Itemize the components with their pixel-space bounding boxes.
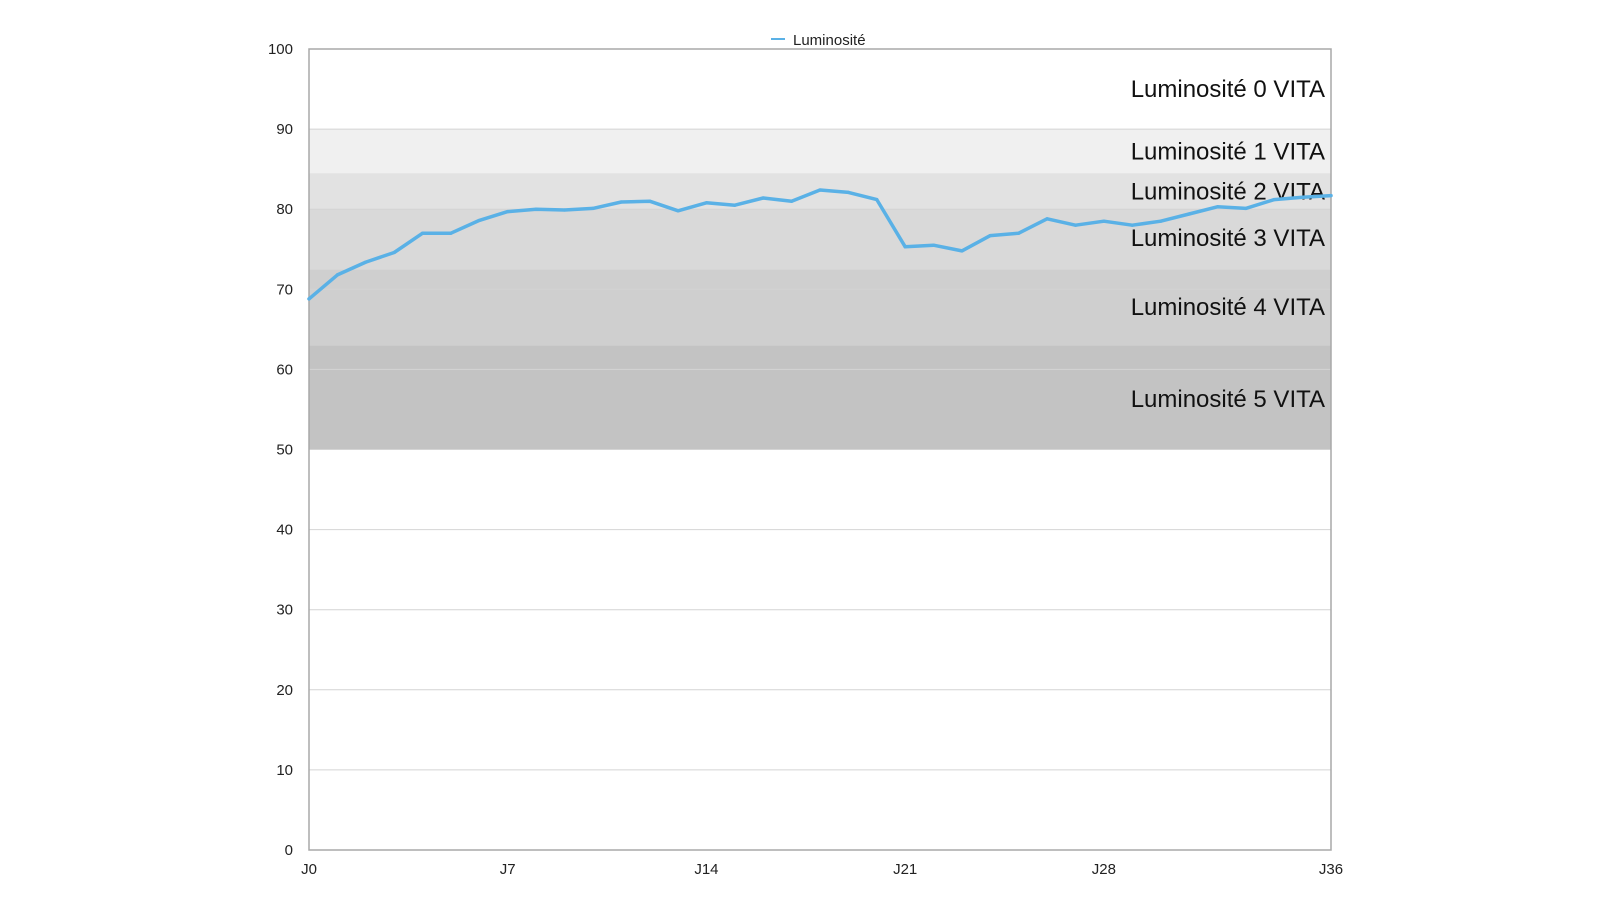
data-point — [648, 199, 652, 203]
data-point — [1045, 217, 1049, 221]
data-point — [534, 207, 538, 211]
band-label-0: Luminosité 0 VITA — [1131, 76, 1325, 103]
data-point — [931, 243, 936, 247]
data-point — [1102, 219, 1106, 223]
data-point — [1329, 193, 1333, 198]
x-tick-J28: J28 — [1092, 861, 1116, 878]
data-point — [761, 196, 765, 200]
band-label-5: Luminosité 5 VITA — [1131, 386, 1325, 413]
y-tick-50: 50 — [276, 442, 293, 459]
x-tick-J36: J36 — [1319, 861, 1343, 878]
x-tick-J7: J7 — [500, 861, 516, 878]
data-point — [1215, 205, 1220, 209]
y-axis-ticks: 0 10 20 30 40 50 60 70 80 90 100 — [268, 41, 293, 859]
data-point — [733, 203, 737, 207]
band-label-2: Luminosité 2 VITA — [1131, 179, 1325, 206]
y-tick-20: 20 — [276, 682, 293, 699]
data-point — [562, 208, 567, 212]
x-tick-J21: J21 — [893, 861, 917, 878]
data-point — [960, 249, 964, 253]
data-point — [1301, 195, 1305, 199]
data-point — [1159, 219, 1163, 223]
data-point — [704, 201, 709, 205]
shade-band-0 — [309, 49, 1331, 130]
series-lines — [307, 188, 1333, 301]
shade-band-5 — [309, 345, 1331, 450]
y-tick-10: 10 — [276, 762, 293, 779]
data-point — [364, 260, 368, 264]
shade-band-4 — [309, 269, 1331, 346]
data-point — [790, 199, 794, 203]
legend-label: Luminosité — [793, 32, 866, 49]
y-tick-100: 100 — [268, 41, 293, 58]
data-point — [449, 231, 453, 235]
y-tick-60: 60 — [276, 361, 293, 378]
legend: Luminosité — [771, 32, 866, 49]
x-tick-J0: J0 — [301, 861, 317, 878]
data-point — [676, 209, 680, 213]
y-tick-80: 80 — [276, 201, 293, 218]
data-point — [1187, 212, 1191, 216]
gridlines — [309, 128, 1331, 771]
data-point — [1272, 197, 1276, 202]
data-point — [1073, 223, 1078, 227]
y-tick-0: 0 — [285, 842, 293, 859]
data-point — [988, 234, 992, 238]
data-point — [846, 190, 850, 194]
data-point — [506, 210, 510, 214]
band-labels: Luminosité 0 VITA Luminosité 1 VITA Lumino… — [1131, 76, 1325, 413]
plot-frame — [308, 48, 1332, 851]
data-point — [903, 245, 907, 249]
y-tick-30: 30 — [276, 602, 293, 619]
data-point — [335, 273, 339, 277]
data-point — [1017, 231, 1021, 235]
x-axis-ticks: J0 J7 J14 J21 J28 J36 — [301, 861, 1343, 878]
data-point — [875, 197, 879, 202]
band-label-4: Luminosité 4 VITA — [1131, 294, 1325, 321]
shade-bands — [309, 49, 1331, 450]
data-point — [307, 297, 311, 301]
data-point — [392, 250, 396, 255]
y-tick-90: 90 — [276, 121, 293, 138]
data-point — [818, 188, 822, 192]
band-label-3: Luminosité 3 VITA — [1131, 225, 1325, 252]
data-point — [619, 200, 623, 204]
y-tick-40: 40 — [276, 522, 293, 539]
y-tick-70: 70 — [276, 281, 293, 298]
band-label-1: Luminosité 1 VITA — [1131, 139, 1325, 166]
data-point — [591, 206, 595, 210]
data-point — [420, 231, 425, 235]
data-point — [477, 218, 481, 223]
data-point — [1130, 223, 1134, 227]
x-tick-J14: J14 — [694, 861, 718, 878]
data-point — [1244, 206, 1248, 210]
shade-band-1 — [309, 129, 1331, 174]
